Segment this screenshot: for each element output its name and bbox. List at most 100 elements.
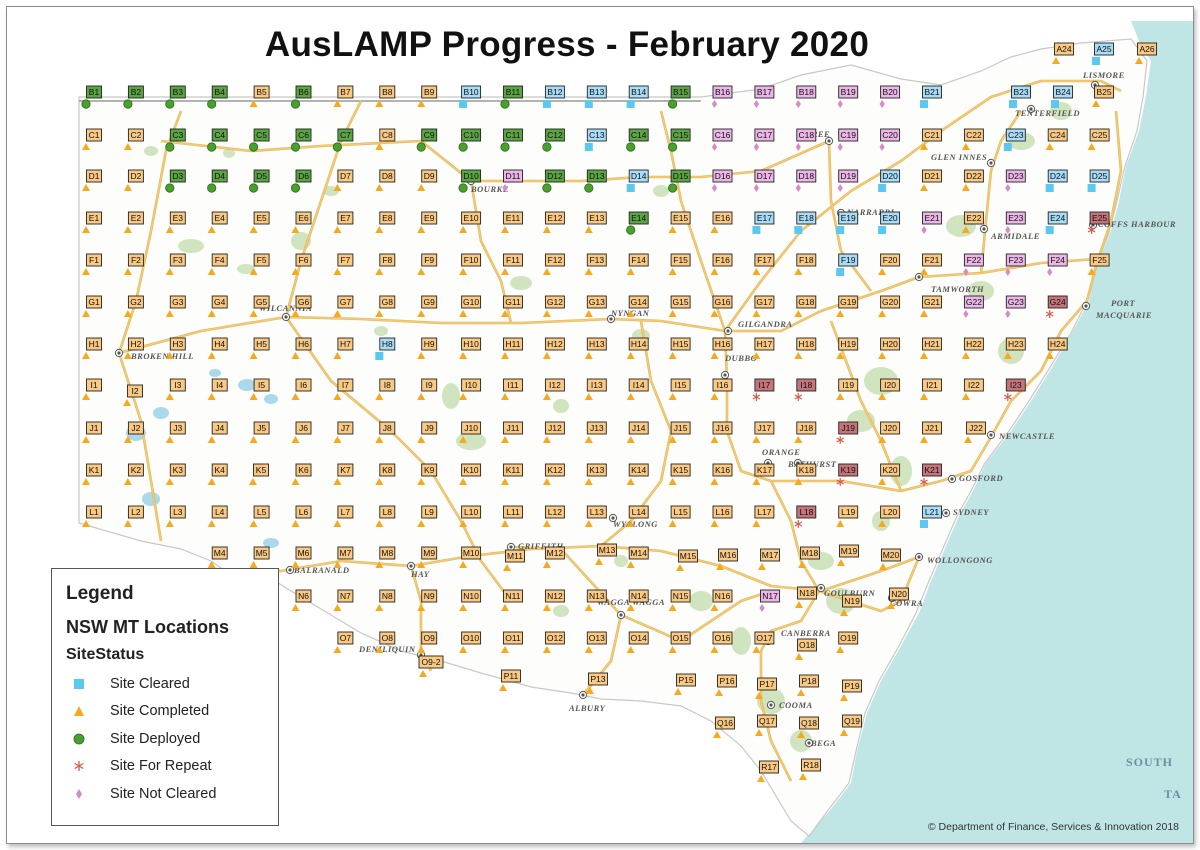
site-p11[interactable]: P11 [499,669,521,691]
site-h12[interactable]: H12 [542,337,565,359]
site-d23[interactable]: D23 [1005,169,1026,192]
site-m4[interactable]: M4 [207,546,228,568]
site-m5[interactable]: M5 [249,546,270,568]
site-l19[interactable]: L19 [836,505,859,527]
site-o15[interactable]: O15 [668,631,691,653]
site-g14[interactable]: G14 [626,295,649,317]
site-c17[interactable]: C17 [753,128,775,151]
site-o14[interactable]: O14 [626,631,649,653]
site-n20[interactable]: N20 [887,587,909,609]
site-l10[interactable]: L10 [459,505,482,527]
site-j6[interactable]: J6 [291,421,312,443]
site-l5[interactable]: L5 [249,505,270,527]
site-f25[interactable]: F25 [1087,253,1110,275]
site-g11[interactable]: G11 [501,295,523,317]
site-g1[interactable]: G1 [82,295,102,317]
site-n7[interactable]: N7 [333,589,354,611]
site-g22[interactable]: G22 [963,295,984,318]
site-i20[interactable]: I20 [878,378,901,400]
site-d17[interactable]: D17 [753,169,775,192]
site-g23[interactable]: G23 [1005,295,1026,318]
site-o17[interactable]: O17 [752,631,775,653]
site-n8[interactable]: N8 [375,589,396,611]
site-h8[interactable]: H8 [375,337,396,360]
site-i8[interactable]: I8 [375,378,396,400]
site-e7[interactable]: E7 [333,211,354,233]
site-j2[interactable]: J2 [123,421,144,443]
site-d14[interactable]: D14 [626,169,649,192]
site-k13[interactable]: K13 [584,463,607,485]
site-c14[interactable]: C14 [626,128,649,152]
site-n17[interactable]: N17 [759,589,780,612]
site-f15[interactable]: F15 [668,253,691,275]
site-g3[interactable]: G3 [165,295,186,317]
site-c4[interactable]: C4 [207,128,228,152]
site-f21[interactable]: F21 [920,253,942,275]
site-h24[interactable]: H24 [1045,337,1068,359]
site-j20[interactable]: J20 [878,421,901,443]
site-g21[interactable]: G21 [920,295,942,317]
site-l1[interactable]: L1 [82,505,102,527]
site-g9[interactable]: G9 [417,295,438,317]
site-i16[interactable]: I16 [710,378,733,400]
site-p15[interactable]: P15 [674,673,696,695]
site-o18[interactable]: O18 [795,638,817,660]
site-f5[interactable]: F5 [249,253,270,275]
site-e10[interactable]: E10 [459,211,482,233]
site-o19[interactable]: O19 [836,631,859,653]
site-f4[interactable]: F4 [207,253,228,275]
site-g15[interactable]: G15 [668,295,691,317]
site-e21[interactable]: E21 [921,211,942,234]
site-l8[interactable]: L8 [375,505,396,527]
site-e6[interactable]: E6 [291,211,312,233]
site-j1[interactable]: J1 [82,421,102,443]
site-q16[interactable]: Q16 [713,716,735,738]
site-b9[interactable]: B9 [417,85,438,107]
site-e24[interactable]: E24 [1045,211,1068,234]
site-n9[interactable]: N9 [417,589,438,611]
site-n11[interactable]: N11 [501,589,523,611]
site-e5[interactable]: E5 [249,211,270,233]
site-g7[interactable]: G7 [333,295,354,317]
site-m20[interactable]: M20 [879,548,901,570]
site-f20[interactable]: F20 [878,253,901,275]
site-j19[interactable]: J19 [836,421,859,444]
site-o10[interactable]: O10 [459,631,482,653]
site-o9[interactable]: O9 [417,631,438,653]
site-k2[interactable]: K2 [123,463,144,485]
site-h9[interactable]: H9 [417,337,438,359]
site-k7[interactable]: K7 [333,463,354,485]
site-d25[interactable]: D25 [1087,169,1110,192]
site-l13[interactable]: L13 [584,505,607,527]
site-i1[interactable]: I1 [82,378,102,400]
site-e14[interactable]: E14 [626,211,649,235]
site-e11[interactable]: E11 [501,211,523,233]
site-q17[interactable]: Q17 [755,714,777,736]
site-f22[interactable]: F22 [963,253,984,276]
site-k20[interactable]: K20 [878,463,901,485]
site-b23[interactable]: B23 [1009,85,1031,108]
site-b10[interactable]: B10 [459,85,482,108]
site-f13[interactable]: F13 [584,253,607,275]
site-m8[interactable]: M8 [375,546,396,568]
site-g10[interactable]: G10 [459,295,482,317]
site-k15[interactable]: K15 [668,463,691,485]
site-n14[interactable]: N14 [626,589,649,611]
site-a26[interactable]: A26 [1135,42,1157,64]
site-d4[interactable]: D4 [207,169,228,193]
site-k3[interactable]: K3 [165,463,186,485]
site-r18[interactable]: R18 [799,758,821,780]
site-h19[interactable]: H19 [836,337,859,359]
site-e19[interactable]: E19 [836,211,859,234]
site-b8[interactable]: B8 [375,85,396,107]
site-b19[interactable]: B19 [837,85,859,108]
site-l14[interactable]: L14 [626,505,649,527]
site-j3[interactable]: J3 [165,421,186,443]
site-d24[interactable]: D24 [1045,169,1068,192]
site-l16[interactable]: L16 [710,505,733,527]
site-l17[interactable]: L17 [752,505,775,527]
site-d12[interactable]: D12 [542,169,565,193]
site-c2[interactable]: C2 [123,128,144,150]
site-g5[interactable]: G5 [249,295,270,317]
site-c1[interactable]: C1 [82,128,102,150]
